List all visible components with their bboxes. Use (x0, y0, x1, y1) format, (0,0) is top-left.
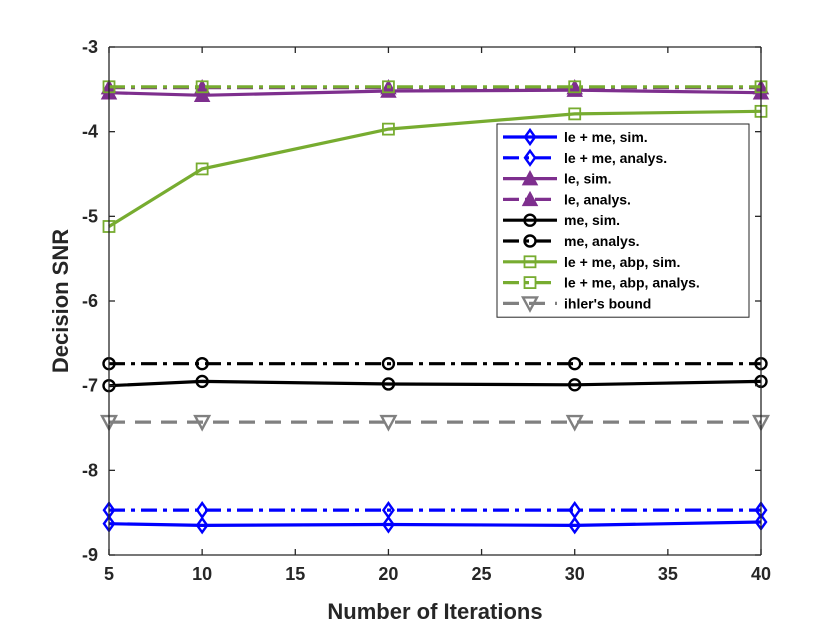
legend-marker (523, 148, 537, 167)
x-tick-label: 10 (192, 564, 212, 584)
y-tick-label: -4 (82, 122, 98, 142)
legend-label: me, analys. (564, 233, 640, 249)
y-tick-label: -7 (82, 376, 98, 396)
y-tick-label: -3 (82, 37, 98, 57)
data-point-marker (568, 107, 582, 121)
legend-item: le + me, abp, analys. (503, 275, 700, 291)
data-point-marker (381, 377, 396, 391)
y-axis-label: Decision SNR (48, 229, 73, 373)
legend-marker (520, 296, 540, 313)
y-tick-label: -5 (82, 206, 98, 226)
legend-label: le, analys. (564, 191, 631, 207)
x-tick-label: 35 (658, 564, 678, 584)
data-point-marker (195, 516, 209, 535)
data-point-marker (381, 501, 395, 520)
legend-label: le + me, sim. (564, 129, 648, 145)
x-axis-label: Number of Iterations (327, 599, 542, 624)
data-point-marker (568, 516, 582, 535)
data-point-marker (382, 80, 395, 94)
legend-marker (523, 255, 537, 269)
series-line (108, 109, 762, 228)
data-point-marker (195, 162, 209, 176)
series-line (108, 520, 762, 528)
legend-marker (523, 234, 537, 248)
series-1 (102, 512, 768, 535)
legend-marker (521, 170, 539, 186)
legend-item: ihler's bound (503, 295, 651, 313)
data-point-marker (195, 501, 209, 520)
legend-label: le + me, abp, analys. (564, 275, 700, 291)
legend-item: le + me, abp, sim. (503, 254, 680, 270)
data-point-marker (193, 86, 211, 103)
legend-item: me, sim. (503, 212, 620, 228)
legend-item: le, analys. (503, 190, 631, 207)
legend-marker (523, 127, 537, 147)
x-tick-label: 30 (565, 564, 585, 584)
x-tick-label: 20 (378, 564, 398, 584)
legend: le + me, sim. le + me, analys. le, sim. le,… (496, 123, 750, 318)
legend-marker (523, 213, 537, 227)
data-point-marker (382, 122, 395, 136)
y-tick-label: -9 (82, 545, 98, 565)
series-line (108, 379, 762, 388)
legend-label: le, sim. (564, 171, 611, 187)
series-layer (99, 79, 771, 535)
data-point-marker (195, 356, 209, 371)
data-point-marker (568, 356, 582, 371)
data-point-marker (565, 414, 584, 432)
data-point-marker (381, 515, 395, 534)
legend-label: ihler's bound (564, 295, 651, 311)
data-point-marker (195, 374, 209, 389)
x-tick-label: 5 (104, 564, 114, 584)
x-tick-label: 15 (285, 564, 305, 584)
legend-item: me, analys. (503, 233, 640, 249)
legend-label: me, sim. (564, 212, 620, 228)
legend-item: le + me, analys. (503, 148, 667, 167)
data-point-marker (568, 501, 582, 520)
data-point-marker (195, 80, 209, 94)
legend-marker (521, 190, 539, 207)
data-point-marker (379, 414, 398, 432)
legend-marker (523, 276, 537, 290)
data-point-marker (568, 80, 582, 94)
ticks-layer: 5 10 15 20 25 30 35 40 -9 -8 -7 -6 -5 -4 -3 (82, 37, 771, 584)
x-tick-label: 25 (472, 564, 492, 584)
y-tick-label: -6 (82, 291, 98, 311)
data-point-marker (381, 356, 396, 371)
legend-item: le + me, sim. (503, 127, 648, 147)
legend-label: le + me, analys. (564, 150, 667, 166)
x-tick-label: 40 (751, 564, 771, 584)
data-point-marker (568, 378, 582, 392)
data-point-marker (193, 414, 212, 432)
legend-label: le + me, abp, sim. (564, 254, 680, 270)
y-tick-label: -8 (82, 460, 98, 480)
legend-item: le, sim. (503, 170, 611, 187)
